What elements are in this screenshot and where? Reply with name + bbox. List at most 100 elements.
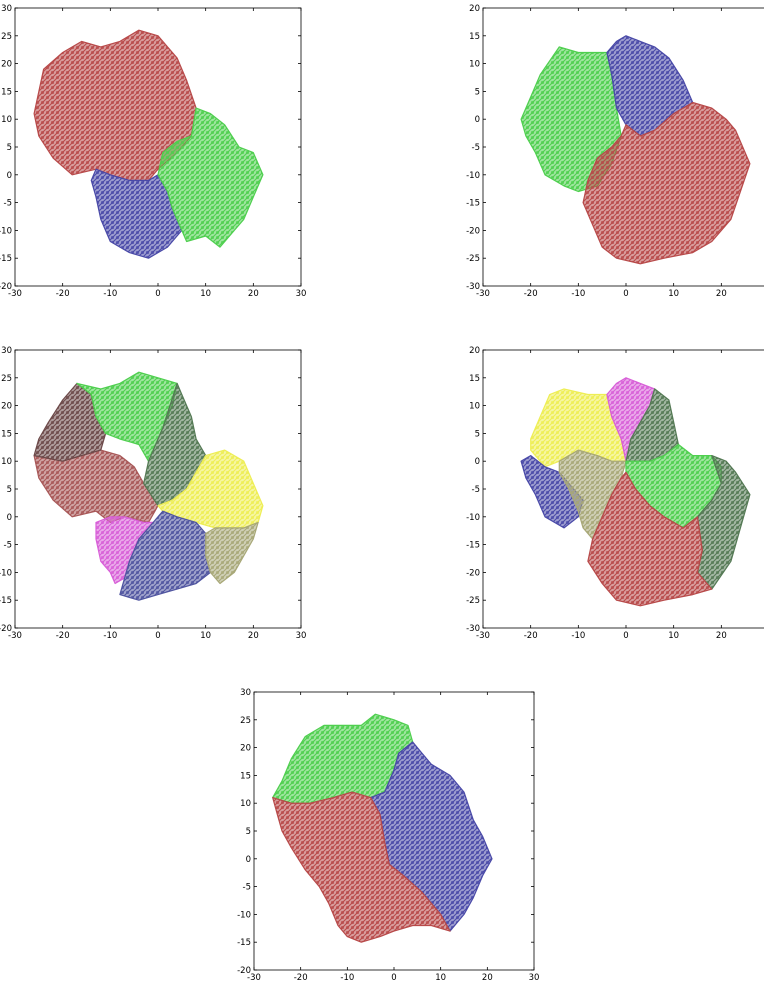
x-tick-label: -30 — [8, 289, 22, 299]
y-tick-label: -20 — [0, 624, 12, 634]
y-tick-label: 20 — [240, 744, 251, 754]
x-tick-label: -10 — [571, 289, 585, 299]
y-tick-label: -10 — [0, 226, 12, 236]
x-tick-label: -30 — [247, 973, 261, 983]
y-tick-label: -15 — [466, 199, 480, 209]
y-tick-label: -15 — [0, 596, 12, 606]
y-tick-label: 30 — [240, 688, 251, 698]
y-tick-label: -20 — [237, 966, 251, 976]
tile-region-8 — [587, 471, 713, 607]
y-tick-label: -20 — [0, 282, 12, 292]
y-tick-label: 30 — [1, 4, 12, 14]
y-tick-label: 10 — [240, 799, 251, 809]
x-tick-label: 0 — [155, 631, 160, 641]
y-tick-label: 10 — [1, 115, 12, 125]
y-tick-label: -5 — [472, 485, 480, 495]
x-tick-label: 30 — [296, 631, 307, 641]
y-tick-label: 5 — [246, 827, 251, 837]
x-tick-label: 30 — [296, 289, 307, 299]
y-tick-label: -20 — [466, 568, 480, 578]
x-tick-label: 10 — [435, 973, 446, 983]
y-tick-label: -30 — [466, 282, 480, 292]
y-tick-label: 5 — [475, 429, 480, 439]
x-tick-label: 10 — [200, 289, 211, 299]
y-tick-label: 5 — [475, 87, 480, 97]
tile-region-2 — [90, 168, 183, 259]
y-tick-label: -5 — [472, 143, 480, 153]
y-tick-label: 10 — [469, 402, 480, 412]
x-tick-label: 0 — [623, 631, 628, 641]
x-tick-label: -30 — [476, 289, 490, 299]
y-tick-label: 5 — [7, 485, 12, 495]
y-tick-label: 25 — [240, 716, 251, 726]
subplot-2: -30-20-100102030-30-25-20-15-10-50510152… — [466, 4, 764, 299]
y-tick-label: 10 — [1, 457, 12, 467]
y-tick-label: 20 — [469, 346, 480, 356]
x-tick-label: 30 — [529, 973, 540, 983]
y-tick-label: 25 — [1, 374, 12, 384]
y-tick-label: -5 — [4, 541, 12, 551]
x-tick-label: 20 — [482, 973, 493, 983]
x-tick-label: -10 — [571, 631, 585, 641]
x-tick-label: -10 — [103, 289, 117, 299]
y-tick-label: -20 — [466, 226, 480, 236]
y-tick-label: 15 — [469, 32, 480, 42]
x-tick-label: -30 — [476, 631, 490, 641]
y-tick-label: -15 — [466, 541, 480, 551]
y-tick-label: -30 — [466, 624, 480, 634]
y-tick-label: 15 — [1, 429, 12, 439]
x-tick-label: 20 — [248, 289, 259, 299]
x-tick-label: 20 — [716, 631, 727, 641]
y-tick-label: 20 — [469, 4, 480, 14]
y-tick-label: 20 — [1, 60, 12, 70]
x-tick-label: 10 — [200, 631, 211, 641]
y-tick-label: -15 — [237, 938, 251, 948]
y-tick-label: 15 — [1, 87, 12, 97]
y-tick-label: 5 — [7, 143, 12, 153]
y-tick-label: -10 — [466, 171, 480, 181]
y-tick-label: 20 — [1, 402, 12, 412]
subplot-4: -30-20-100102030-30-25-20-15-10-50510152… — [466, 346, 764, 641]
x-tick-label: -20 — [524, 631, 538, 641]
y-tick-label: 0 — [246, 855, 251, 865]
x-tick-label: -20 — [524, 289, 538, 299]
x-tick-label: 0 — [623, 289, 628, 299]
x-tick-label: -20 — [294, 973, 308, 983]
y-tick-label: -5 — [243, 883, 251, 893]
tile-region-7 — [119, 510, 211, 601]
x-tick-label: 0 — [155, 289, 160, 299]
x-tick-label: -10 — [103, 631, 117, 641]
y-tick-label: 15 — [240, 771, 251, 781]
y-tick-label: -25 — [466, 596, 480, 606]
y-tick-label: -10 — [0, 568, 12, 578]
x-tick-label: 20 — [248, 631, 259, 641]
x-tick-label: 20 — [716, 289, 727, 299]
y-tick-label: -5 — [4, 199, 12, 209]
x-tick-label: 0 — [391, 973, 396, 983]
y-tick-label: 30 — [1, 346, 12, 356]
tile-region-3 — [582, 101, 751, 265]
y-tick-label: -25 — [466, 254, 480, 264]
x-tick-label: 10 — [668, 631, 679, 641]
tile-region-8 — [205, 521, 259, 585]
tile-region-3 — [157, 107, 264, 248]
x-tick-label: -30 — [8, 631, 22, 641]
y-tick-label: 0 — [7, 513, 12, 523]
y-tick-label: 0 — [475, 457, 480, 467]
y-tick-label: 25 — [1, 32, 12, 42]
y-tick-label: 0 — [475, 115, 480, 125]
x-tick-label: -20 — [56, 631, 70, 641]
y-tick-label: -15 — [0, 254, 12, 264]
y-tick-label: 0 — [7, 171, 12, 181]
y-tick-label: 10 — [469, 60, 480, 70]
y-tick-label: -10 — [466, 513, 480, 523]
x-tick-label: -10 — [340, 973, 354, 983]
tile-region-3 — [272, 791, 451, 943]
y-tick-label: -10 — [237, 910, 251, 920]
y-tick-label: 15 — [469, 374, 480, 384]
x-tick-label: 10 — [668, 289, 679, 299]
